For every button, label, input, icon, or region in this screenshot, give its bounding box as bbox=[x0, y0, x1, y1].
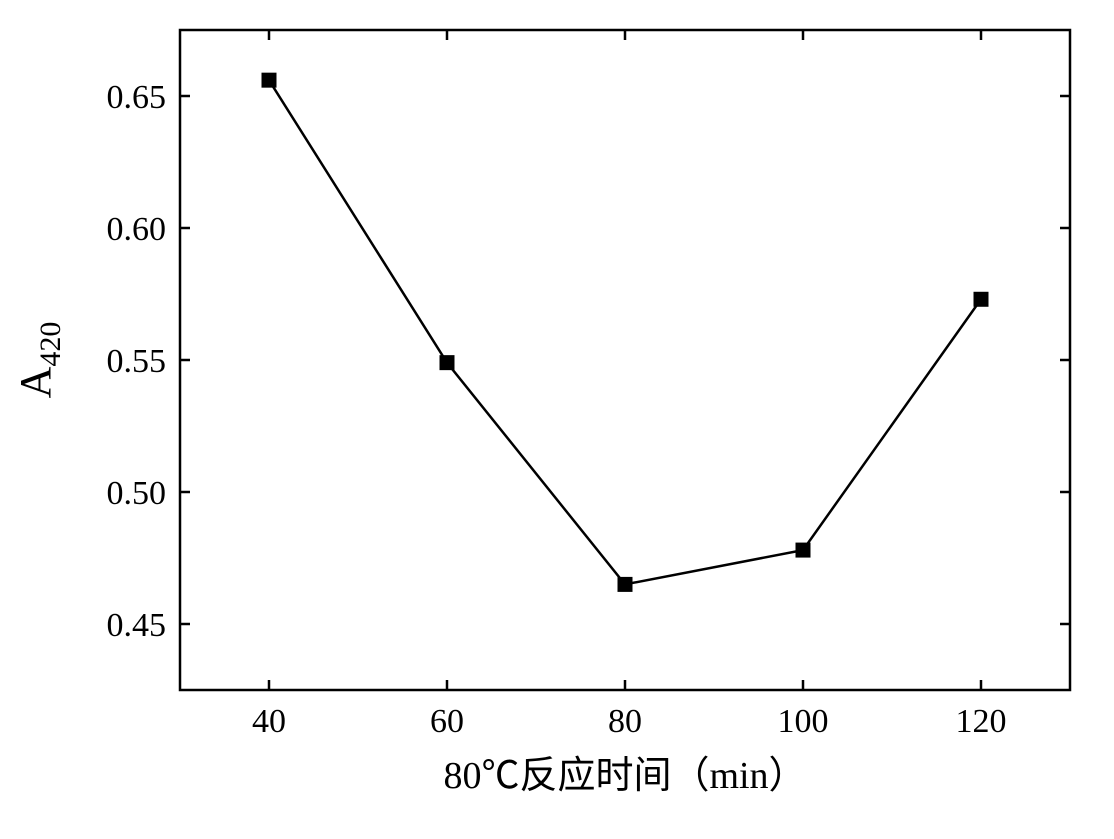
y-tick-label: 0.60 bbox=[107, 211, 167, 248]
y-tick-label: 0.55 bbox=[107, 343, 167, 380]
series-marker bbox=[262, 73, 276, 87]
y-tick-label: 0.45 bbox=[107, 607, 167, 644]
line-chart: 40 60 80 100 120 0.45 0.50 0.55 0.60 0.65 80℃反应时间（… bbox=[0, 0, 1114, 839]
x-axis-label: 80℃反应时间（min） bbox=[443, 755, 806, 797]
x-tick-label: 40 bbox=[252, 703, 286, 740]
series-marker bbox=[618, 577, 632, 591]
x-tick-label: 120 bbox=[956, 703, 1007, 740]
series-marker bbox=[796, 543, 810, 557]
x-tick-label: 80 bbox=[608, 703, 642, 740]
y-tick-label: 0.50 bbox=[107, 475, 167, 512]
x-tick-label: 100 bbox=[778, 703, 829, 740]
x-tick-label: 60 bbox=[430, 703, 464, 740]
series-marker bbox=[974, 292, 988, 306]
chart-svg: 40 60 80 100 120 0.45 0.50 0.55 0.60 0.65 80℃反应时间（… bbox=[0, 0, 1114, 839]
series-marker bbox=[440, 356, 454, 370]
y-tick-label: 0.65 bbox=[107, 79, 167, 116]
